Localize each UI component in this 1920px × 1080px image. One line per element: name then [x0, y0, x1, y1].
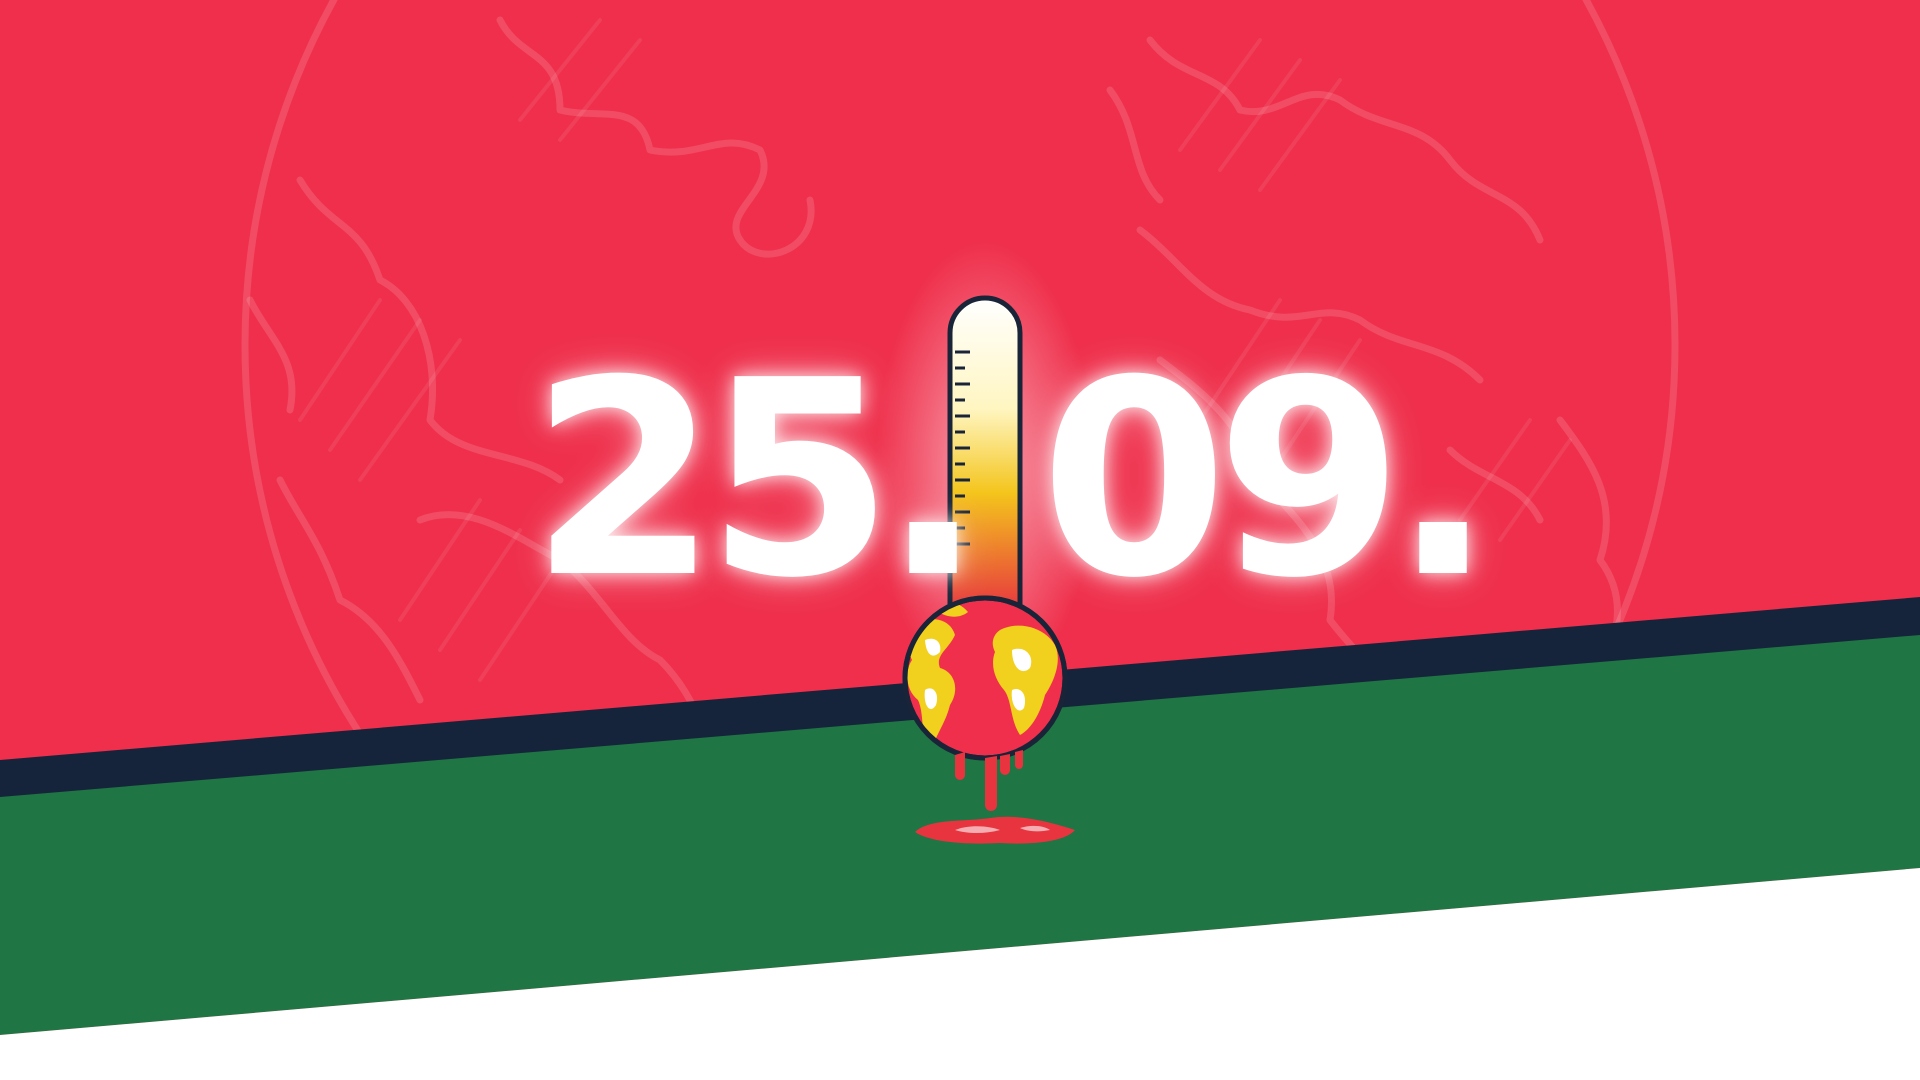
date-month-text: 09.: [1040, 322, 1494, 637]
melting-earth-icon: [902, 595, 1075, 844]
sketched-globe-icon: [241, 0, 1679, 1064]
thermometer-icon: [947, 295, 1023, 615]
white-band: [0, 868, 1920, 1080]
date-day-text: 25.: [530, 322, 984, 637]
